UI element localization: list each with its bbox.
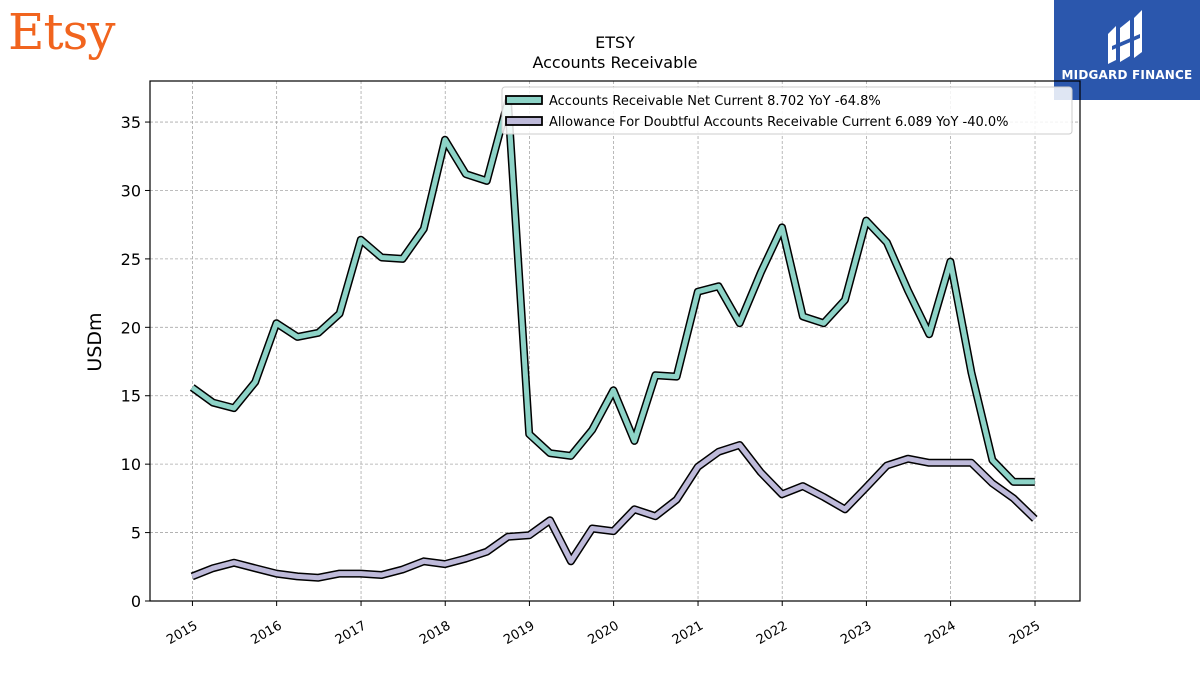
y-tick-label: 5 [131, 524, 141, 543]
y-tick-label: 30 [121, 181, 141, 200]
x-tick-label: 2022 [754, 618, 790, 648]
y-tick-label: 10 [121, 455, 141, 474]
legend-label: Allowance For Doubtful Accounts Receivab… [549, 115, 1009, 130]
x-tick-label: 2024 [922, 618, 958, 648]
series-lines [189, 97, 1038, 582]
legend-swatch [505, 95, 543, 105]
x-tick-label: 2017 [333, 618, 369, 648]
midgard-finance-logo: MIDGARD FINANCE [1054, 0, 1200, 100]
chart-subtitle: Accounts Receivable [532, 53, 698, 72]
legend-box [501, 86, 1073, 135]
grid [150, 81, 1080, 602]
x-tick-label: 2019 [501, 618, 537, 648]
series-2-line [191, 442, 1037, 581]
x-tick-label: 2021 [670, 618, 706, 648]
x-tick-label: 2025 [1007, 618, 1043, 648]
x-tick-label: 2023 [838, 618, 874, 648]
plot-frame [149, 80, 1081, 602]
x-tick-label: 2015 [164, 618, 200, 648]
midgard-mark-icon [1108, 10, 1142, 64]
x-tick-label: 2018 [417, 618, 453, 648]
y-tick-label: 0 [131, 592, 141, 611]
y-tick-label: 35 [121, 113, 141, 132]
legend-label: Accounts Receivable Net Current 8.702 Yo… [549, 94, 881, 109]
series-1-line [190, 99, 1035, 485]
chart-title: ETSY [595, 33, 635, 52]
x-tick-label: 2016 [248, 618, 284, 648]
y-axis-label: USDm [84, 312, 106, 371]
x-tick-label: 2020 [585, 618, 621, 648]
midgard-brand-text: MIDGARD FINANCE [1061, 68, 1193, 82]
y-tick-label: 20 [121, 318, 141, 337]
y-tick-label: 25 [121, 250, 141, 269]
legend: Accounts Receivable Net Current 8.702 Yo… [501, 86, 1073, 135]
etsy-logo: Etsy [8, 3, 115, 61]
y-tick-label: 15 [121, 387, 141, 406]
legend-swatch [505, 116, 543, 126]
